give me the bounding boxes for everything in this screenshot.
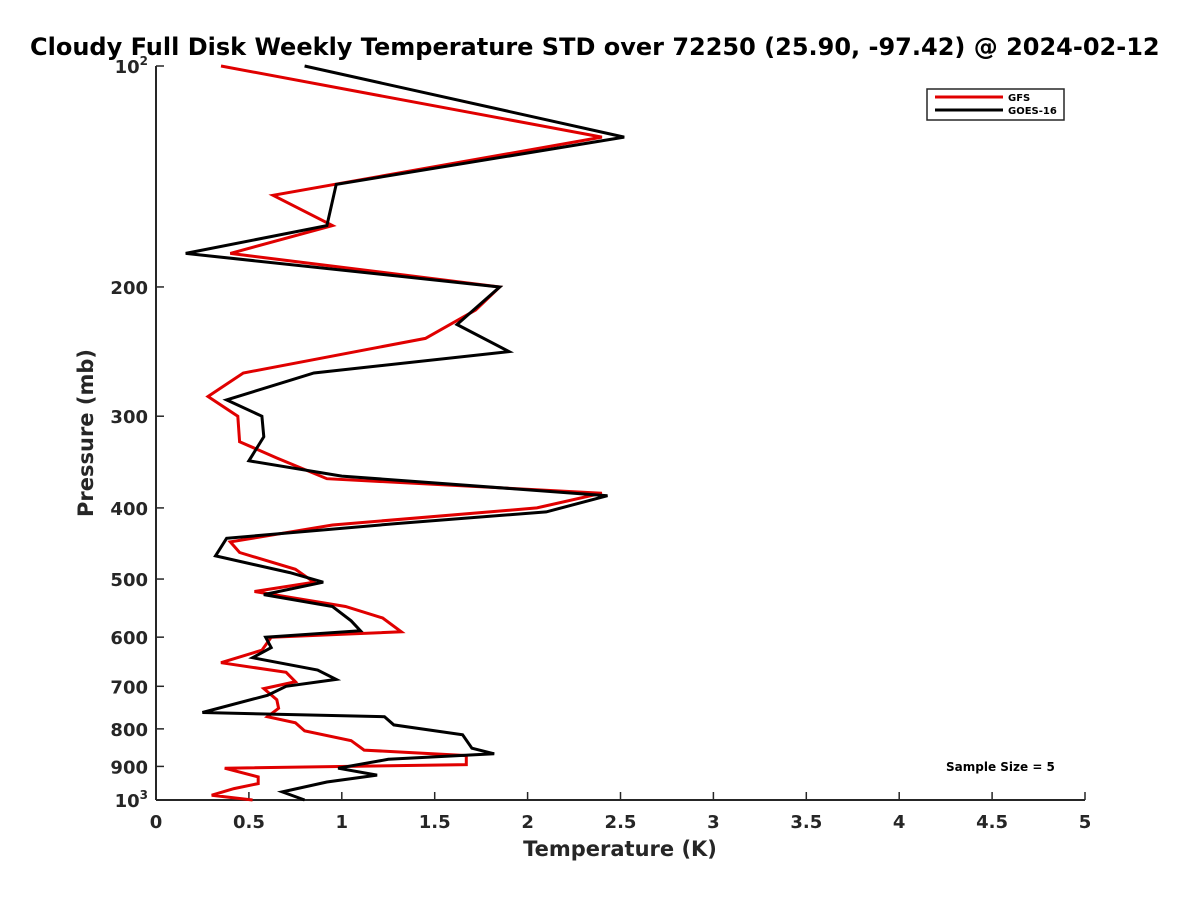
x-tick-label: 0	[150, 812, 163, 833]
y-tick-label: 103	[115, 788, 148, 812]
y-tick-label: 700	[110, 677, 148, 698]
y-tick-label: 102	[115, 54, 148, 78]
legend-label: GFS	[1008, 93, 1030, 104]
x-tick-label: 4	[893, 812, 906, 833]
x-tick-label: 2	[521, 812, 534, 833]
y-tick-label: 300	[110, 407, 148, 428]
x-tick-label: 2.5	[605, 812, 637, 833]
x-tick-label: 4.5	[976, 812, 1008, 833]
y-tick-label: 400	[110, 499, 148, 520]
x-tick-label: 0.5	[233, 812, 265, 833]
legend: GFS GOES-16	[926, 88, 1065, 121]
y-tick-label: 800	[110, 720, 148, 741]
x-tick-label: 3	[707, 812, 720, 833]
y-axis-label: Pressure (mb)	[74, 349, 98, 517]
y-tick-label: 500	[110, 570, 148, 591]
sample-size-annotation: Sample Size = 5	[946, 760, 1055, 774]
legend-entries: GFS GOES-16	[935, 93, 1057, 117]
x-tick-label: 1	[336, 812, 349, 833]
y-tick-label: 200	[110, 278, 148, 299]
x-tick-label: 3.5	[790, 812, 822, 833]
y-tick-label: 900	[110, 757, 148, 778]
legend-box	[926, 88, 1065, 121]
x-tick-label: 5	[1079, 812, 1092, 833]
series-line-gfs	[205, 64, 603, 802]
x-tick-label: 1.5	[419, 812, 451, 833]
chart-title: Cloudy Full Disk Weekly Temperature STD …	[30, 33, 1160, 61]
x-axis-label: Temperature (K)	[523, 837, 717, 861]
series-line-goes-16	[185, 64, 625, 802]
series-group	[185, 64, 625, 802]
y-tick-label: 600	[110, 628, 148, 649]
legend-label: GOES-16	[1008, 106, 1057, 117]
axes	[155, 66, 1085, 801]
x-ticks: 0 0.5 1 1.5 2 2.5 3 3.5 4 4.5 5	[150, 792, 1092, 833]
y-ticks: 102 200 300 400 500 600 700 800 900 103	[110, 54, 164, 812]
